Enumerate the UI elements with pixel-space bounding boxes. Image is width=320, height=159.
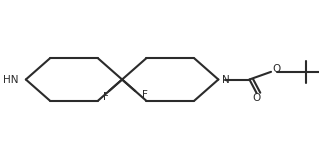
Text: N: N (222, 75, 230, 84)
Text: O: O (252, 93, 261, 103)
Text: F: F (103, 92, 109, 102)
Text: F: F (141, 90, 148, 100)
Text: HN: HN (3, 75, 18, 84)
Text: O: O (273, 64, 281, 74)
